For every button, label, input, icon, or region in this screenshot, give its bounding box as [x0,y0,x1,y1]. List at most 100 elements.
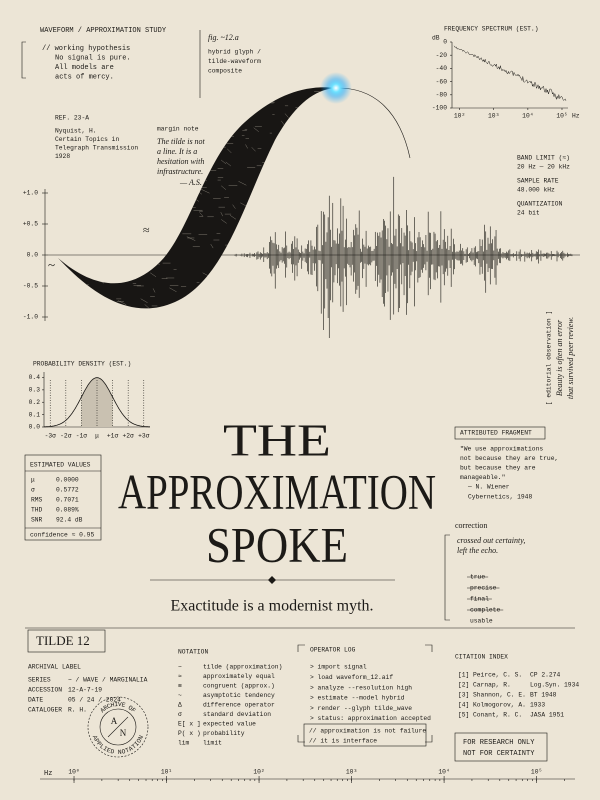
bracket [21,41,26,79]
texture-stroke [144,304,150,309]
density-y-tick-label: 0.3 [29,387,41,394]
texture-stroke [229,215,237,220]
notation-meaning: expected value [203,721,256,728]
title-line: SPOKE [206,516,348,572]
subtitle: Exactitude is a modernist myth. [170,598,373,615]
spectrum-y-tick-label: -60 [436,78,448,85]
notation-meaning: limit [203,740,222,747]
archive-key: CATALOGER [28,707,62,714]
spec-label: QUANTIZATION [517,201,563,208]
fragment-quote: but because they are [460,465,536,472]
reference-line: Telegraph Transmission [55,145,138,152]
stamp-letter: A [111,716,118,726]
spectrum-title: FREQUENCY SPECTRUM (EST.) [444,26,538,33]
comment-box [303,723,427,747]
archive-value: R. H. [68,707,87,714]
figure-line: hybrid glyph / [208,49,261,56]
texture-stroke [210,243,214,249]
notation-symbol: ~ [178,664,182,671]
archive-key: DATE [28,697,43,704]
margin-author: — A.S. [179,178,202,187]
log-command: > analyze --resolution high [310,684,412,691]
diamond [268,576,276,584]
spectrum-x-tick-label: 10³ [488,113,499,120]
stamp-inner [99,708,137,746]
texture-stroke [245,144,248,149]
texture-stroke [152,288,156,293]
disclaimer-line: FOR RESEARCH ONLY [463,739,535,747]
citations-title: CITATION INDEX [455,654,508,661]
estimate-value: 0.5772 [56,487,79,494]
citation-number: [2] [458,682,469,689]
density-band [81,377,113,427]
density-x-tick-label: -3σ [45,433,57,440]
citation-source: CP 2.274 [530,672,560,679]
waveform-y-tick-label: +1.0 [23,190,38,197]
spectrum-x-tick-label: 10⁵ [556,113,567,120]
texture-stroke [169,287,177,292]
texture-stroke [284,113,289,118]
estimate-value: 0.0000 [56,477,79,484]
log-comment: // approximation is not failure [309,728,426,735]
estimate-value: 0.7071 [56,497,79,504]
title-line: THE [223,415,331,466]
reference-line: Certain Topics in [55,136,119,143]
frequency-tick-label: 10⁴ [438,769,449,776]
log-command: > import signal [310,664,367,671]
reference-id: REF. 23-A [55,115,89,122]
texture-stroke [232,204,236,209]
estimate-key: RMS [31,497,43,504]
log-command: > status: approximation accepted [310,715,431,722]
log-command: > render --glyph tilde_wave [310,705,412,712]
stamp-ring [87,696,149,758]
texture-stroke [251,147,256,152]
correction-line: crossed out certainty, [457,536,525,545]
density-x-tick-label: -1σ [76,433,88,440]
citation-source: Log.Syn. 1934 [530,682,579,689]
spectrum-y-tick-label: 0 [443,39,447,46]
reference-line: Nyquist, H. [55,128,97,135]
hypothesis-line: All models are [55,64,114,72]
texture-stroke [221,219,227,224]
citation-author: Peirce, C. S. [473,672,522,679]
frequency-tick-label: 10⁵ [531,769,542,776]
spec-value: 48.000 kHz [517,187,555,194]
spec-value: 20 Hz — 20 kHz [517,164,570,171]
fragment-label-box [454,426,546,440]
citation-source: 1933 [530,702,545,709]
notation-symbol: P( x ) [178,730,201,737]
density-y-tick-label: 0.1 [29,411,41,418]
glow [320,72,352,104]
citation-author: Carnap, R. [473,682,511,689]
header-label: WAVEFORM / APPROXIMATION STUDY [40,27,167,35]
notation-symbol: ~ [178,692,182,699]
reference-line: 1928 [55,153,70,160]
margin-line: a line. It is a [157,147,197,156]
spectrum-x-tick-label: 10² [454,113,465,120]
fragment-author: — N. Wiener [467,484,510,491]
correction-line: left the echo. [457,546,498,555]
frequency-tick-label: 10¹ [161,769,172,776]
estimates-note: confidence ≈ 0.95 [30,532,94,539]
density-x-tick-label: +2σ [123,433,135,440]
texture-stroke [225,161,232,167]
notation-meaning: approximately equal [203,673,275,680]
texture-stroke [150,272,157,277]
estimate-key: SNR [31,517,43,524]
density-curve [44,377,150,428]
spec-label: BAND LIMIT (≈) [517,155,570,162]
notation-meaning: standard deviation [203,711,271,718]
estimate-value: 0.089% [56,507,79,514]
citation-source: BT 1948 [530,692,557,699]
citation-author: Conant, R. C. [473,712,522,719]
texture-stroke [281,120,285,125]
texture-stroke [118,300,127,305]
spectrum-trace [453,45,567,101]
observation-line: that survived peer review. [566,317,575,399]
glyph: ≈ [143,223,150,237]
notation-symbol: σ [178,711,182,718]
density-x-tick-label: -2σ [60,433,72,440]
fragment-quote: manageable." [460,474,505,481]
fragment-source: Cybernetics, 1948 [468,494,532,501]
